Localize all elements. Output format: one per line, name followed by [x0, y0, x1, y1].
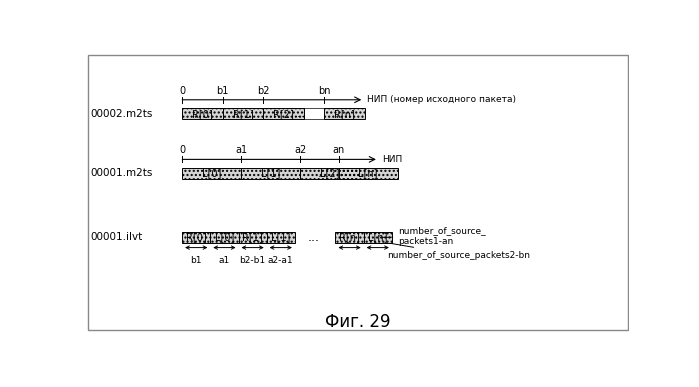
Text: R[1]: R[1]: [243, 233, 263, 242]
Bar: [223, 108, 264, 120]
Bar: [241, 168, 300, 179]
Bar: [223, 108, 264, 120]
Text: L[2]: L[2]: [320, 168, 340, 178]
Bar: [264, 108, 304, 120]
Text: R[n]: R[n]: [334, 109, 355, 119]
Bar: [182, 168, 241, 179]
Text: R[0]: R[0]: [186, 233, 207, 242]
Text: number_of_source_
packets1-an: number_of_source_ packets1-an: [380, 227, 486, 246]
Text: 00001.m2ts: 00001.m2ts: [90, 168, 152, 178]
Text: R[n]: R[n]: [339, 233, 360, 242]
Bar: [238, 232, 267, 243]
Bar: [338, 168, 398, 179]
Text: b1: b1: [191, 256, 202, 265]
Text: b2-b1: b2-b1: [240, 256, 266, 265]
Text: a2: a2: [294, 145, 306, 155]
Text: R[1]: R[1]: [233, 109, 254, 119]
Text: 0: 0: [179, 145, 185, 155]
Bar: [182, 168, 241, 179]
Bar: [363, 232, 392, 243]
Bar: [267, 232, 295, 243]
Text: ...: ...: [307, 231, 319, 244]
Text: 0: 0: [179, 86, 185, 96]
Text: L[0]: L[0]: [215, 233, 234, 242]
Bar: [182, 232, 210, 243]
Text: L[n]: L[n]: [359, 168, 378, 178]
Bar: [210, 232, 238, 243]
Bar: [336, 232, 363, 243]
Text: ...: ...: [317, 167, 329, 180]
Text: R[2]: R[2]: [273, 109, 294, 119]
Text: a1: a1: [235, 145, 247, 155]
Text: L[1]: L[1]: [271, 233, 291, 242]
Text: 00001.ilvt: 00001.ilvt: [90, 233, 143, 242]
Text: b2: b2: [257, 86, 270, 96]
Text: L[n]: L[n]: [368, 233, 387, 242]
Text: ...: ...: [293, 107, 305, 120]
Bar: [182, 232, 210, 243]
Text: L[0]: L[0]: [202, 168, 222, 178]
Text: number_of_source_packets2-bn: number_of_source_packets2-bn: [387, 243, 531, 260]
Text: b1: b1: [217, 86, 229, 96]
Bar: [336, 232, 363, 243]
Bar: [324, 108, 365, 120]
Text: 00002.m2ts: 00002.m2ts: [90, 109, 152, 119]
Bar: [182, 108, 223, 120]
Text: Фиг. 29: Фиг. 29: [326, 313, 391, 331]
Bar: [300, 168, 359, 179]
Bar: [182, 108, 223, 120]
Text: L[1]: L[1]: [261, 168, 280, 178]
Bar: [238, 232, 267, 243]
Bar: [264, 108, 304, 120]
Bar: [241, 168, 300, 179]
Bar: [338, 168, 398, 179]
Text: НИП (номер исходного пакета): НИП (номер исходного пакета): [368, 95, 517, 104]
Bar: [210, 232, 238, 243]
Text: R[0]: R[0]: [192, 109, 213, 119]
Text: a2-a1: a2-a1: [268, 256, 294, 265]
Text: bn: bn: [318, 86, 331, 96]
Bar: [363, 232, 392, 243]
Text: НИП: НИП: [382, 155, 403, 164]
Bar: [300, 168, 359, 179]
Bar: [324, 108, 365, 120]
Text: an: an: [333, 145, 345, 155]
Text: a1: a1: [219, 256, 230, 265]
Bar: [267, 232, 295, 243]
